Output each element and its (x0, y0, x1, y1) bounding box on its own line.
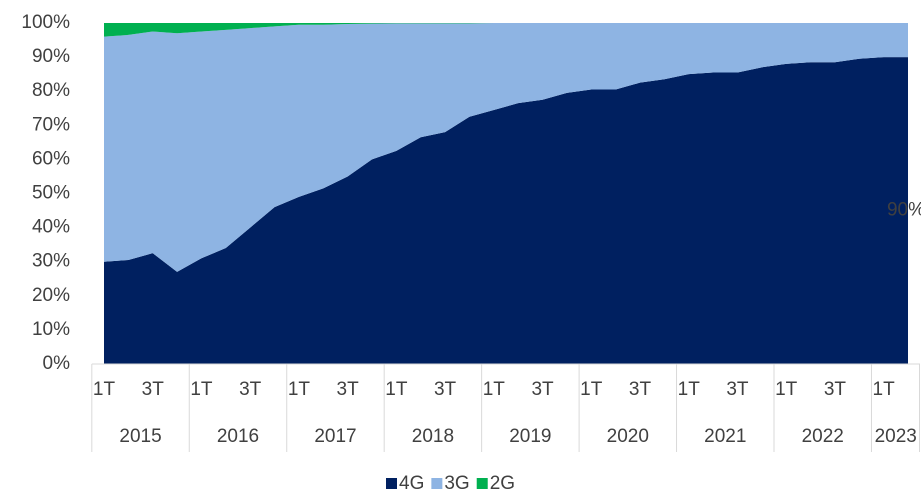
year-label: 2020 (607, 426, 649, 447)
x-tick-label: 3T (434, 379, 457, 400)
x-tick-label: 1T (483, 379, 506, 400)
y-tick-label: 60% (32, 148, 70, 169)
x-tick-label: 1T (580, 379, 603, 400)
x-tick-label: 1T (288, 379, 311, 400)
data-label: 90% (887, 200, 921, 221)
year-label: 2016 (217, 426, 259, 447)
area-2 (104, 23, 908, 37)
area-1 (104, 23, 908, 272)
y-tick-label: 100% (21, 12, 70, 33)
year-label: 2017 (314, 426, 356, 447)
legend-label: 4G (399, 473, 424, 494)
legend-swatch (476, 478, 488, 489)
y-tick-label: 90% (32, 46, 70, 67)
y-tick-label: 70% (32, 114, 70, 135)
x-tick-label: 3T (531, 379, 554, 400)
x-tick-label: 3T (337, 379, 360, 400)
area-0 (104, 57, 908, 364)
x-tick-label: 1T (678, 379, 701, 400)
legend-swatch (386, 478, 397, 489)
y-tick-label: 30% (32, 251, 70, 272)
year-label: 2023 (875, 426, 917, 447)
x-tick-label: 3T (824, 379, 847, 400)
year-label: 2015 (119, 426, 161, 447)
x-tick-label: 3T (726, 379, 749, 400)
x-tick-label: 1T (775, 379, 798, 400)
legend-label: 3G (444, 473, 469, 494)
x-tick-label: 1T (93, 379, 116, 400)
legend-swatch (431, 478, 443, 489)
y-tick-label: 10% (32, 319, 70, 340)
x-tick-label: 1T (873, 379, 896, 400)
y-tick-label: 50% (32, 183, 70, 204)
year-label: 2022 (802, 426, 844, 447)
x-tick-label: 3T (629, 379, 652, 400)
x-tick-label: 1T (385, 379, 408, 400)
x-tick-label: 1T (190, 379, 213, 400)
y-tick-label: 0% (43, 353, 71, 374)
x-tick-label: 3T (142, 379, 165, 400)
year-label: 2019 (509, 426, 551, 447)
year-label: 2018 (412, 426, 454, 447)
y-tick-label: 40% (32, 217, 70, 238)
legend-label: 2G (490, 473, 515, 494)
y-tick-label: 80% (32, 80, 70, 101)
year-label: 2021 (704, 426, 746, 447)
x-tick-label: 3T (239, 379, 262, 400)
y-tick-label: 20% (32, 285, 70, 306)
